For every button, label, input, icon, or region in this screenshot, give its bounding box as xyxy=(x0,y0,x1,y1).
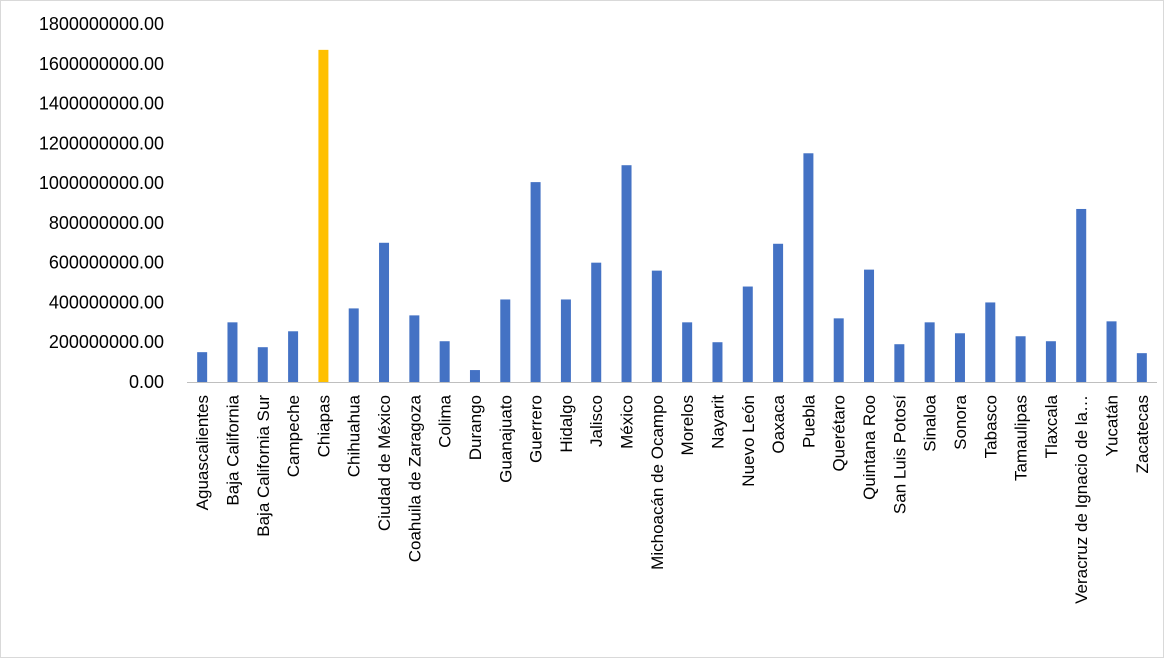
y-tick-label: 1800000000.00 xyxy=(39,14,164,34)
y-tick-label: 600000000.00 xyxy=(49,253,164,273)
x-tick-label: Oaxaca xyxy=(769,394,788,453)
bar xyxy=(1045,341,1056,382)
bar xyxy=(682,322,693,382)
bar xyxy=(621,165,632,382)
x-tick-label: Sonora xyxy=(951,394,970,449)
bar xyxy=(439,341,450,382)
x-tick-label: Baja California Sur xyxy=(254,395,273,537)
bar xyxy=(833,318,844,382)
x-tick-label: Nayarit xyxy=(708,395,727,449)
x-tick-label: Nuevo León xyxy=(739,395,758,487)
bar xyxy=(954,333,965,382)
bar xyxy=(227,322,238,382)
x-tick-label: Ciudad de México xyxy=(375,395,394,531)
y-tick-label: 400000000.00 xyxy=(49,292,164,312)
bar xyxy=(1015,336,1026,382)
x-tick-label: Tlaxcala xyxy=(1042,394,1061,458)
x-tick-label: Morelos xyxy=(678,395,697,455)
x-tick-label: Puebla xyxy=(799,394,818,447)
y-tick-label: 1400000000.00 xyxy=(39,94,164,114)
bar xyxy=(803,153,814,382)
x-tick-label: Yucatán xyxy=(1103,395,1122,456)
y-tick-label: 0.00 xyxy=(129,372,164,392)
x-tick-label: México xyxy=(618,395,637,449)
x-tick-label: Guanajuato xyxy=(496,395,515,483)
x-tick-label: Colima xyxy=(436,394,455,447)
bar xyxy=(560,299,571,382)
bar xyxy=(288,331,299,382)
bar xyxy=(257,347,268,382)
x-tick-label: Chiapas xyxy=(314,395,333,457)
bar xyxy=(985,302,996,382)
bar xyxy=(1076,208,1087,382)
bar xyxy=(651,270,662,382)
x-tick-label: Guerrero xyxy=(527,395,546,463)
bar xyxy=(742,286,753,382)
y-axis-ticks: 0.00 200000000.00 400000000.00 600000000.00… xyxy=(39,14,164,392)
y-tick-label: 1600000000.00 xyxy=(39,54,164,74)
x-tick-label: Campeche xyxy=(284,395,303,477)
bar xyxy=(712,342,723,382)
y-tick-label: 800000000.00 xyxy=(49,213,164,233)
x-tick-label: Chihuahua xyxy=(345,394,364,477)
x-tick-label: Jalisco xyxy=(587,395,606,447)
x-tick-label: Durango xyxy=(466,395,485,460)
bar xyxy=(469,370,480,382)
x-tick-label: Tamaulipas xyxy=(1012,395,1031,481)
x-tick-label: Michoacán de Ocampo xyxy=(648,395,667,570)
bar xyxy=(1106,321,1117,382)
x-axis-labels: Aguascalientes Baja California Baja Califo… xyxy=(193,394,1152,603)
x-tick-label: Aguascalientes xyxy=(193,395,212,510)
bar xyxy=(1136,353,1147,382)
x-tick-label: Baja California xyxy=(223,394,242,505)
x-tick-label: Querétaro xyxy=(830,395,849,472)
bars xyxy=(197,49,1147,382)
bar xyxy=(864,269,875,382)
bar xyxy=(318,49,329,382)
bar xyxy=(530,182,541,382)
bar xyxy=(894,344,905,382)
x-tick-label: Zacatecas xyxy=(1133,395,1152,473)
y-tick-label: 200000000.00 xyxy=(49,332,164,352)
bar xyxy=(773,243,784,382)
bar xyxy=(379,242,390,382)
x-tick-label: Quintana Roo xyxy=(860,395,879,500)
x-tick-label: San Luis Potosí xyxy=(890,395,909,514)
x-tick-label: Hidalgo xyxy=(557,395,576,453)
bar xyxy=(591,262,602,382)
y-tick-label: 1000000000.00 xyxy=(39,173,164,193)
x-tick-label: Tabasco xyxy=(981,395,1000,458)
bar xyxy=(348,308,359,382)
bar xyxy=(924,322,935,382)
x-tick-label: Sinaloa xyxy=(921,394,940,451)
bar xyxy=(197,352,208,382)
x-tick-label: Coahuila de Zaragoza xyxy=(405,394,424,562)
bar xyxy=(500,299,511,382)
bar xyxy=(409,315,420,382)
x-tick-label: Veracruz de Ignacio de la… xyxy=(1072,395,1091,604)
y-tick-label: 1200000000.00 xyxy=(39,133,164,153)
